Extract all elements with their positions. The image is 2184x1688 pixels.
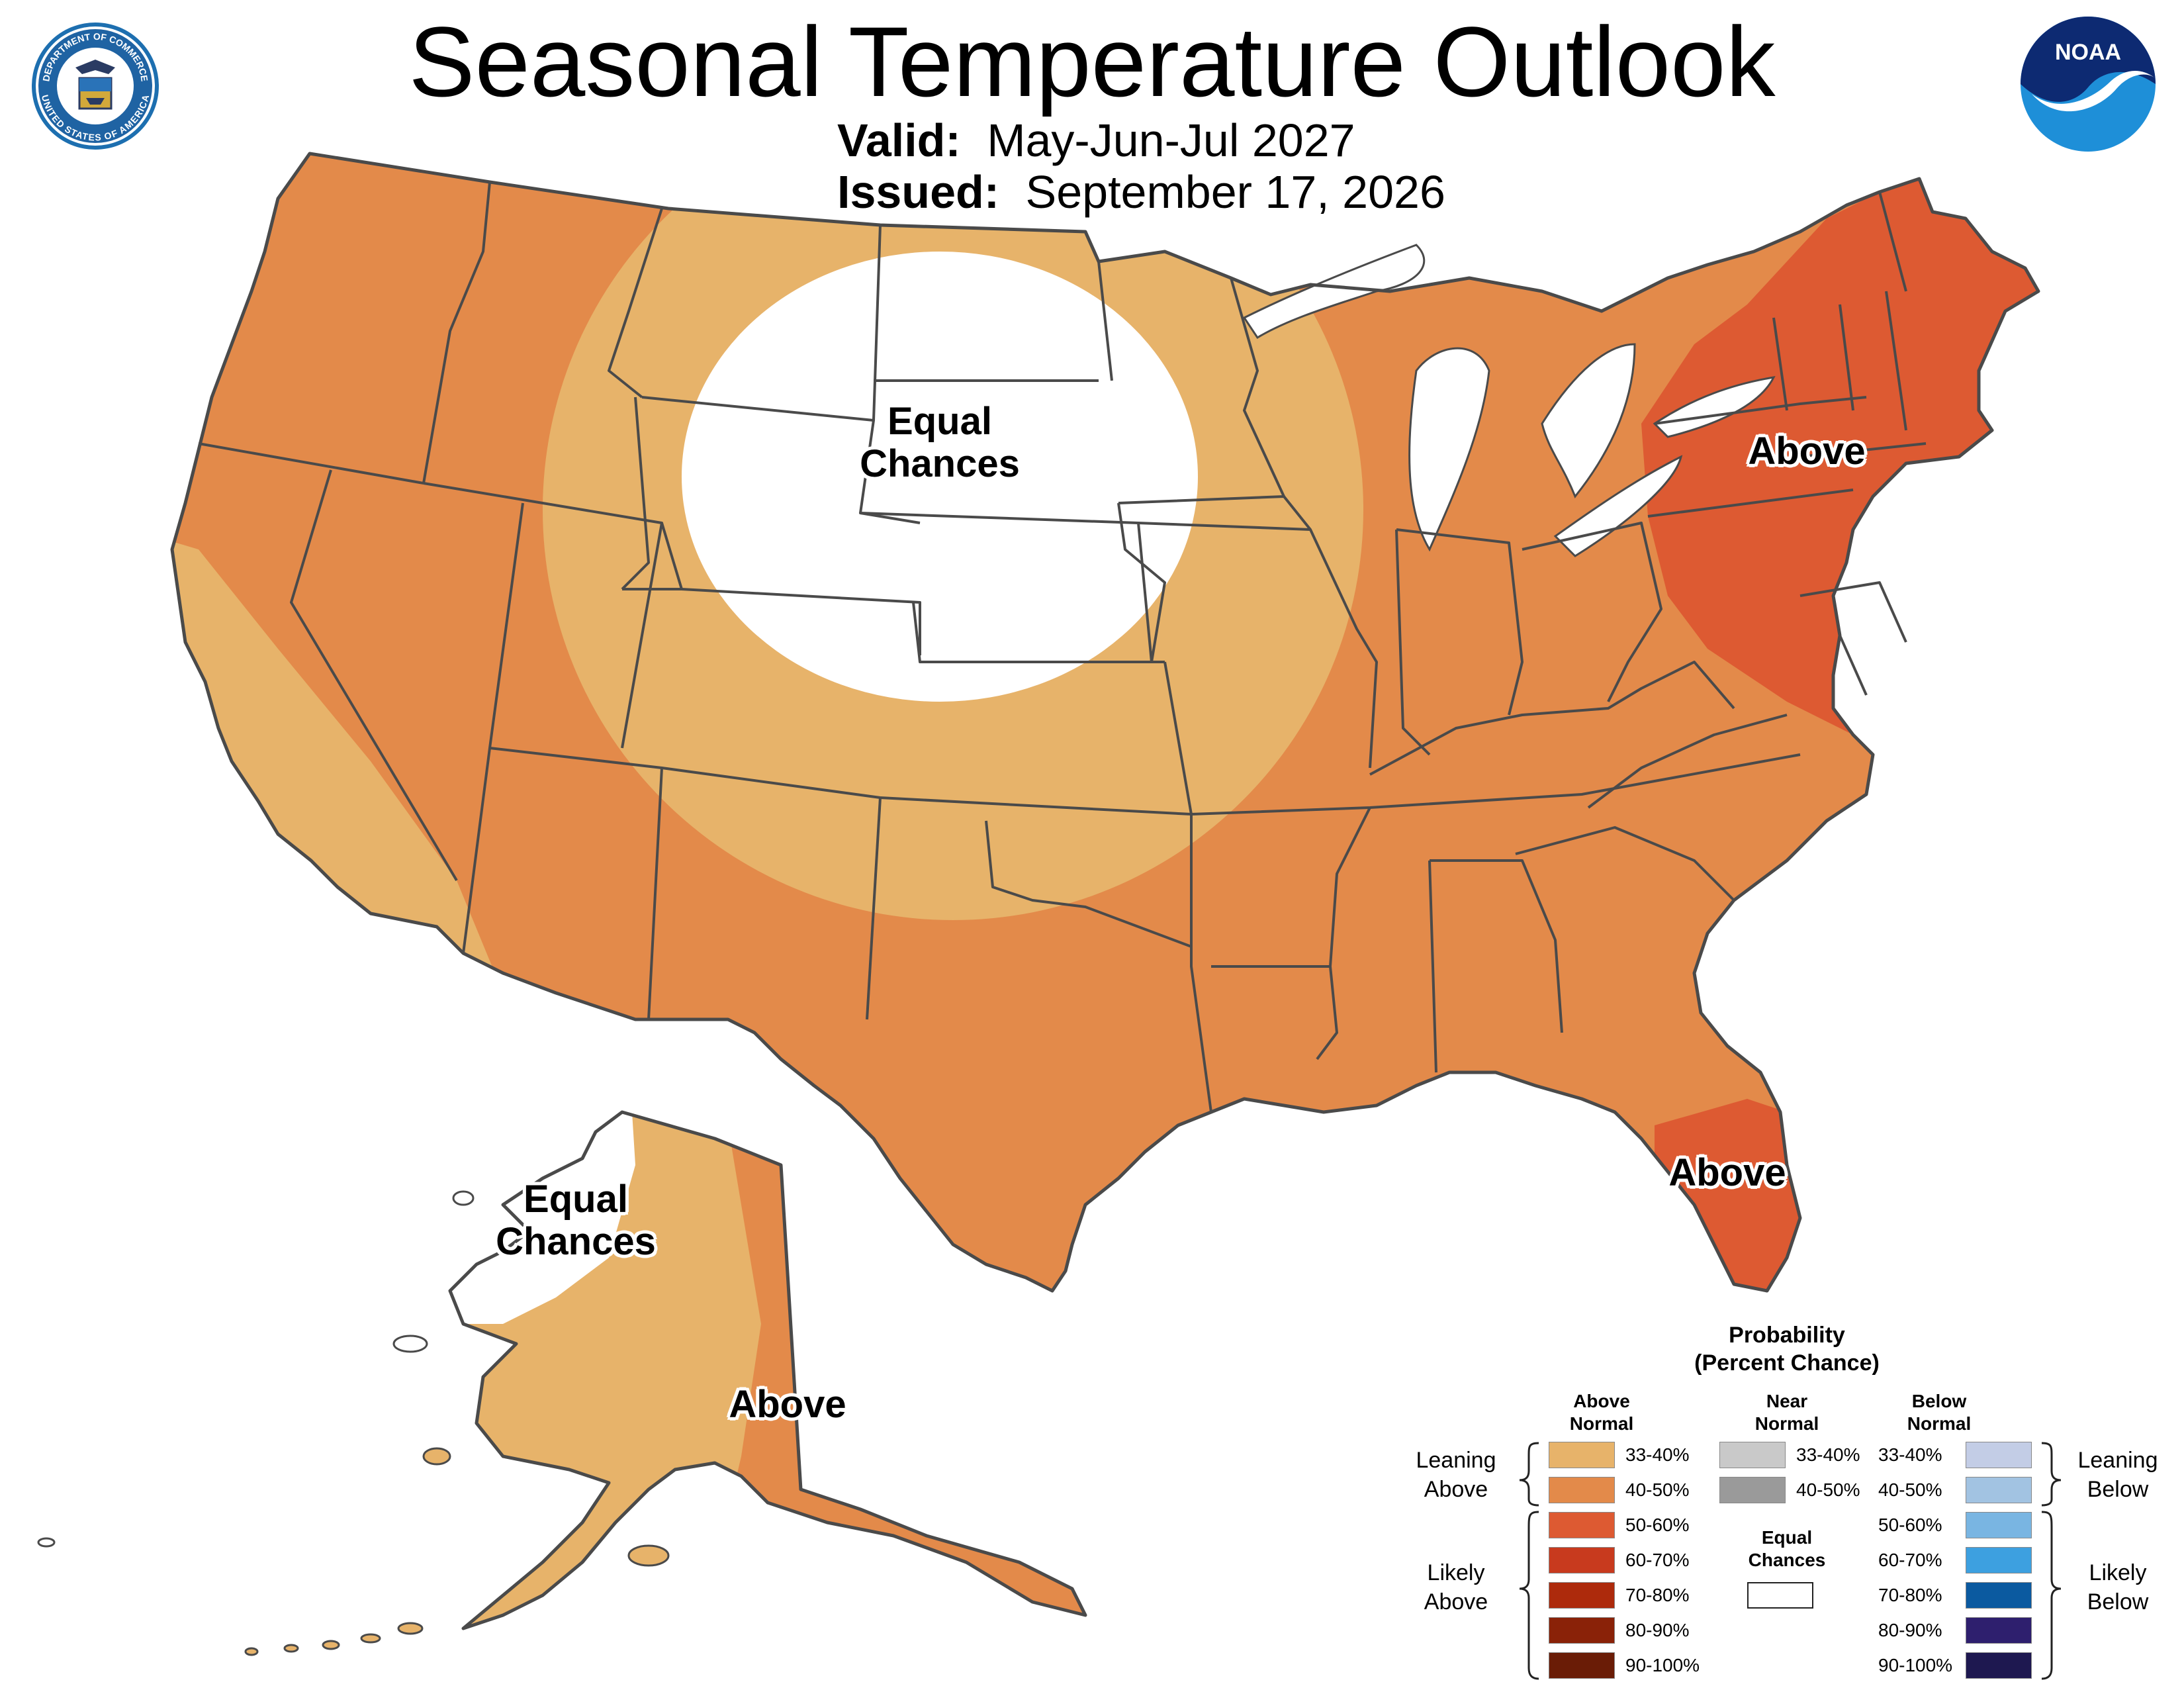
great-lakes <box>1242 244 1776 557</box>
pct-below-80-90: 80-90% <box>1878 1620 1942 1640</box>
pct-above-50-60: 50-60% <box>1625 1515 1690 1535</box>
swatch-above-60-70 <box>1549 1547 1615 1573</box>
issued-line: Issued: September 17, 2026 <box>837 165 1445 218</box>
legend-leaning-below: Leaning Below <box>2065 1446 2171 1504</box>
swatch-above-33-40 <box>1549 1442 1615 1468</box>
label-alaska-equal-chances: Equal Chances <box>477 1178 675 1263</box>
issued-value: September 17, 2026 <box>1025 166 1445 218</box>
legend-near-header-line1: Near <box>1766 1391 1808 1411</box>
pct-near-33-40: 33-40% <box>1796 1444 1860 1465</box>
page-title: Seasonal Temperature Outlook <box>408 6 1776 117</box>
legend-above-header: Above Normal <box>1535 1390 1668 1435</box>
legend-likely-above-line2: Above <box>1424 1589 1488 1615</box>
swatch-above-50-60 <box>1549 1512 1615 1538</box>
pct-below-60-70: 60-70% <box>1878 1550 1942 1570</box>
pct-below-33-40: 33-40% <box>1878 1444 1942 1465</box>
label-alaska-ec-line1: Equal <box>523 1178 628 1221</box>
conus-outline <box>170 152 2040 1293</box>
swatch-below-80-90 <box>1966 1617 2032 1644</box>
swatch-above-70-80 <box>1549 1582 1615 1609</box>
legend-equal-chances: Equal Chances <box>1721 1526 1853 1571</box>
label-plains-line1: Equal <box>887 400 992 443</box>
legend-leaning-below-line2: Below <box>2087 1477 2149 1502</box>
label-alaska-above: Above <box>729 1383 846 1426</box>
legend-leaning-above-line1: Leaning <box>1416 1448 1496 1473</box>
legend-below-header-line2: Normal <box>1907 1413 1972 1434</box>
swatch-below-60-70 <box>1966 1547 2032 1573</box>
legend-near-header-line2: Normal <box>1754 1413 1819 1434</box>
legend-leaning-below-line1: Leaning <box>2077 1448 2158 1473</box>
legend-equal-chances-line1: Equal <box>1761 1527 1813 1548</box>
conus-shading <box>172 154 2038 1291</box>
swatch-above-80-90 <box>1549 1617 1615 1644</box>
legend-likely-below-line2: Below <box>2087 1589 2149 1615</box>
swatch-above-90-100 <box>1549 1652 1615 1679</box>
legend-likely-below-line1: Likely <box>2089 1560 2147 1585</box>
label-northeast-above: Above <box>1748 430 1866 473</box>
issued-label: Issued: <box>837 166 1000 218</box>
legend-below-header: Below Normal <box>1873 1390 2005 1435</box>
swatch-below-90-100 <box>1966 1652 2032 1679</box>
legend-above-header-line2: Normal <box>1569 1413 1634 1434</box>
likely-above-50-60-florida <box>1655 1099 1827 1291</box>
pct-above-80-90: 80-90% <box>1625 1620 1690 1640</box>
pct-below-90-100: 90-100% <box>1878 1655 1953 1675</box>
pct-above-90-100: 90-100% <box>1625 1655 1700 1675</box>
pct-above-40-50: 40-50% <box>1625 1479 1690 1500</box>
swatch-below-70-80 <box>1966 1582 2032 1609</box>
legend-likely-below: Likely Below <box>2065 1558 2171 1617</box>
pct-below-70-80: 70-80% <box>1878 1585 1942 1605</box>
swatch-equal-chances <box>1747 1582 1813 1609</box>
alaska-outline <box>448 1110 1087 1630</box>
valid-value: May-Jun-Jul 2027 <box>987 115 1355 166</box>
noaa-logo-text: NOAA <box>2055 40 2121 65</box>
legend-likely-above-line1: Likely <box>1427 1560 1485 1585</box>
legend-title: Probability (Percent Chance) <box>1655 1321 1919 1377</box>
pct-above-33-40: 33-40% <box>1625 1444 1690 1465</box>
legend-title-line1: Probability <box>1729 1323 1845 1348</box>
legend-above-header-line1: Above <box>1573 1391 1630 1411</box>
swatch-below-33-40 <box>1966 1442 2032 1468</box>
label-florida-above: Above <box>1668 1151 1786 1194</box>
valid-label: Valid: <box>837 115 961 166</box>
swatch-near-33-40 <box>1719 1442 1786 1468</box>
legend-near-header: Near Normal <box>1721 1390 1853 1435</box>
bering-islands <box>37 1190 475 1548</box>
valid-line: Valid: May-Jun-Jul 2027 <box>837 114 1355 167</box>
legend-leaning-above: Leaning Above <box>1403 1446 1509 1504</box>
legend-leaning-above-line2: Above <box>1424 1477 1488 1502</box>
legend-title-line2: (Percent Chance) <box>1694 1350 1880 1376</box>
pct-above-70-80: 70-80% <box>1625 1585 1690 1605</box>
swatch-above-40-50 <box>1549 1477 1615 1503</box>
pct-below-40-50: 40-50% <box>1878 1479 1942 1500</box>
label-plains-equal-chances: Equal Chances <box>841 400 1039 485</box>
noaa-logo: NOAA <box>2021 17 2156 152</box>
label-alaska-ec-line2: Chances <box>496 1220 656 1263</box>
swatch-below-50-60 <box>1966 1512 2032 1538</box>
legend-equal-chances-line2: Chances <box>1748 1550 1826 1570</box>
pct-below-50-60: 50-60% <box>1878 1515 1942 1535</box>
aleutian-islands <box>244 1447 670 1656</box>
label-plains-line2: Chances <box>860 442 1020 485</box>
legend-below-header-line1: Below <box>1911 1391 1967 1411</box>
legend-likely-above: Likely Above <box>1403 1558 1509 1617</box>
pct-above-60-70: 60-70% <box>1625 1550 1690 1570</box>
state-boundaries <box>198 181 1927 1113</box>
commerce-seal-logo: DEPARTMENT OF COMMERCE UNITED STATES OF … <box>32 23 159 150</box>
swatch-below-40-50 <box>1966 1477 2032 1503</box>
equal-chances-plains <box>682 252 1198 702</box>
pct-near-40-50: 40-50% <box>1796 1479 1860 1500</box>
swatch-near-40-50 <box>1719 1477 1786 1503</box>
